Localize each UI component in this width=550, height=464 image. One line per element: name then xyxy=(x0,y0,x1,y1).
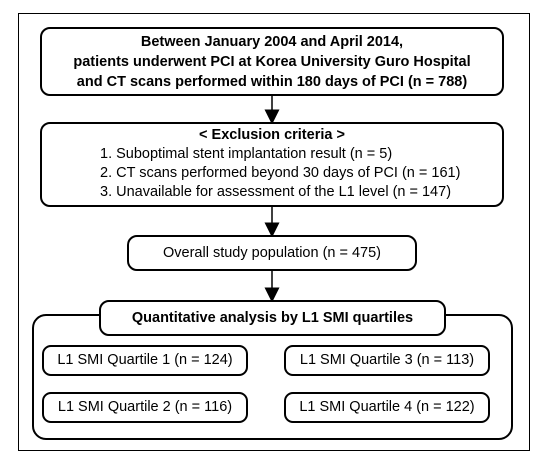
quartile-1-box: L1 SMI Quartile 1 (n = 124) xyxy=(42,345,248,376)
enrollment-box: Between January 2004 and April 2014, pat… xyxy=(40,27,504,96)
enrollment-line-1: Between January 2004 and April 2014, xyxy=(140,34,404,50)
diagram-frame xyxy=(18,13,530,451)
exclusion-criteria-box: < Exclusion criteria > 1. Suboptimal ste… xyxy=(40,122,504,207)
quartile-3-box: L1 SMI Quartile 3 (n = 113) xyxy=(284,345,490,376)
enrollment-line-3: and CT scans performed within 180 days o… xyxy=(76,74,468,90)
quartile-2-box: L1 SMI Quartile 2 (n = 116) xyxy=(42,392,248,423)
quartile-4-box: L1 SMI Quartile 4 (n = 122) xyxy=(284,392,490,423)
exclusion-title: < Exclusion criteria > xyxy=(199,127,345,143)
enrollment-line-2: patients underwent PCI at Korea Universi… xyxy=(73,54,471,70)
exclusion-item: 3. Unavailable for assessment of the L1 … xyxy=(100,184,452,200)
quantitative-analysis-box: Quantitative analysis by L1 SMI quartile… xyxy=(99,300,446,336)
exclusion-item: 1. Suboptimal stent implantation result … xyxy=(100,146,393,162)
study-population-box: Overall study population (n = 475) xyxy=(127,235,417,271)
exclusion-item: 2. CT scans performed beyond 30 days of … xyxy=(100,165,461,181)
exclusion-list: 1. Suboptimal stent implantation result … xyxy=(42,145,502,202)
